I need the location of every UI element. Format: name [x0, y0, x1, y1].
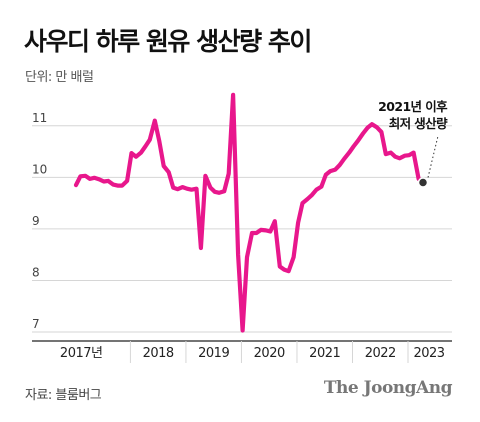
y-tick-label: 11 — [32, 111, 47, 125]
last-point-marker — [417, 177, 429, 188]
x-tick-label: 2019 — [198, 346, 229, 361]
chart-title: 사우디 하루 원유 생산량 추이 — [24, 27, 312, 56]
annotation-line-2: 최저 생산량 — [389, 116, 448, 131]
series-line — [73, 92, 426, 333]
brand-logo: The JoongAng — [323, 378, 453, 398]
y-tick-labels: 7 8 9 10 11 — [32, 111, 47, 331]
y-tick-label: 8 — [32, 265, 40, 279]
x-tick-label: 2021 — [309, 346, 340, 361]
x-tick-label: 2018 — [143, 346, 174, 361]
y-tick-label: 9 — [32, 214, 40, 228]
x-axis: 2017년 2018 2019 2020 2021 2022 2023 — [32, 340, 452, 363]
source-label: 자료: 블룸버그 — [25, 388, 102, 403]
annotation-leader — [427, 135, 439, 178]
x-tick-label: 2020 — [254, 346, 285, 361]
x-tick-label: 2023 — [413, 346, 444, 361]
y-tick-label: 10 — [32, 162, 47, 176]
y-tick-label: 7 — [32, 317, 40, 331]
series-layer — [73, 92, 426, 333]
annotation-layer: 2021년 이후 최저 생산량 — [378, 99, 449, 188]
annotation-line-1: 2021년 이후 — [378, 99, 448, 114]
unit-label: 단위: 만 배럴 — [25, 70, 94, 85]
x-tick-label: 2017년 — [60, 346, 103, 361]
x-tick-label: 2022 — [365, 346, 396, 361]
